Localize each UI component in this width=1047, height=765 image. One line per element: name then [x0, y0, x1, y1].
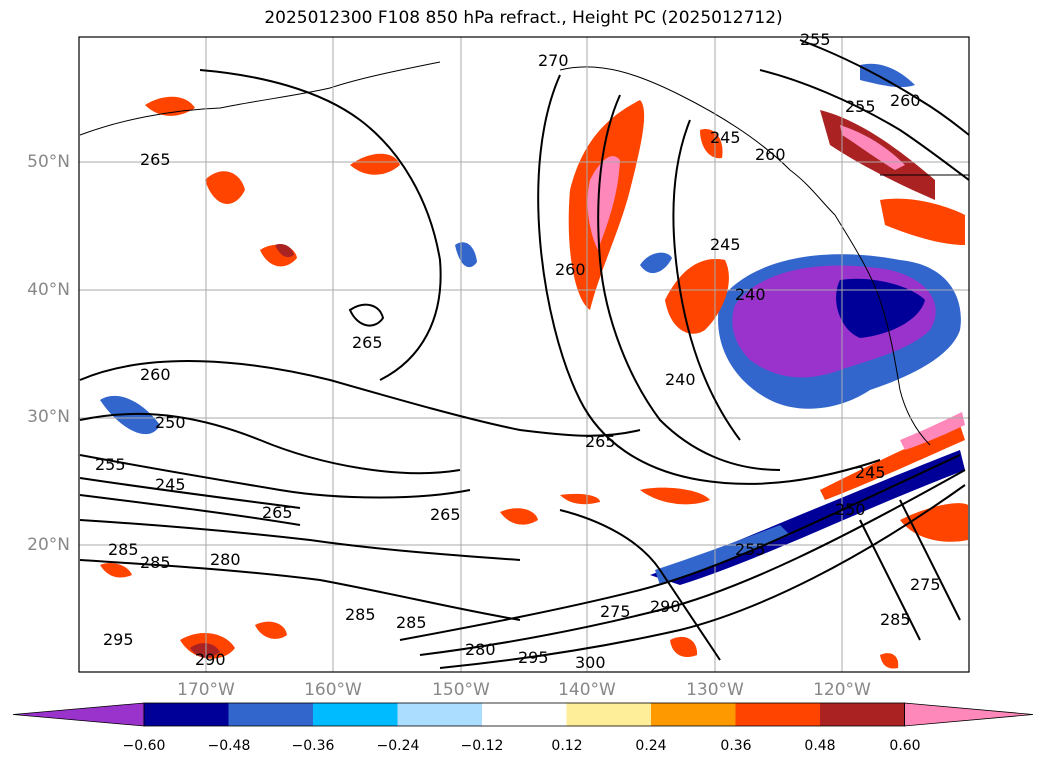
- contour-label: 255: [735, 540, 766, 559]
- contour-label: 265: [140, 150, 171, 169]
- contour-label: 250: [835, 500, 866, 519]
- colorbar-extend-min: [12, 702, 145, 727]
- colorbar-tick: 0.60: [889, 738, 921, 754]
- contour-label: 275: [910, 575, 941, 594]
- colorbar-border: [143, 702, 905, 727]
- colorbar-segment: [228, 703, 313, 726]
- colorbar: [12, 702, 1034, 727]
- colorbar-tick: 0.12: [551, 738, 583, 754]
- lon-label-160w: 160°W: [304, 680, 362, 700]
- lat-label-30n: 30°N: [27, 407, 70, 427]
- height-contours: [79, 39, 970, 669]
- colorbar-segment: [566, 703, 651, 726]
- graticule: [79, 37, 969, 672]
- contour-label: 250: [155, 413, 186, 432]
- contour-label: 285: [345, 605, 376, 624]
- contour-labels: 270 255 260 255 265 245 240 245 240 265 …: [95, 30, 941, 672]
- contour-label: 240: [735, 285, 766, 304]
- contour-label: 260: [890, 91, 921, 110]
- colorbar-tick: 0.24: [635, 738, 667, 754]
- contour-label: 245: [710, 128, 741, 147]
- coastline: [79, 61, 969, 446]
- contour-label: 260: [755, 145, 786, 164]
- lon-label-150w: 150°W: [432, 680, 490, 700]
- colorbar-tick: 0.36: [720, 738, 752, 754]
- contour-label: 270: [538, 51, 569, 70]
- contour-label: 290: [650, 597, 681, 616]
- contour-label: 260: [140, 365, 171, 384]
- contour-label: 275: [600, 602, 631, 621]
- contour-label: 245: [710, 235, 741, 254]
- map-title: 2025012300 F108 850 hPa refract., Height…: [264, 8, 783, 28]
- contour-label: 290: [195, 650, 226, 669]
- colorbar-tick: −0.12: [460, 738, 504, 754]
- contour-label: 265: [352, 333, 383, 352]
- contour-label: 285: [396, 613, 427, 632]
- lon-label-120w: 120°W: [813, 680, 871, 700]
- contour-label: 295: [518, 648, 549, 667]
- contour-label: 255: [95, 455, 126, 474]
- contour-label: 285: [140, 553, 171, 572]
- contour-label: 300: [575, 653, 606, 672]
- anomaly-shading: [100, 63, 968, 669]
- contour-label: 285: [880, 610, 911, 629]
- colorbar-tick: 0.48: [804, 738, 836, 754]
- colorbar-segment: [313, 703, 398, 726]
- colorbar-segment: [144, 703, 229, 726]
- colorbar-tick: −0.60: [122, 738, 166, 754]
- contour-label: 245: [155, 475, 186, 494]
- colorbar-tick: −0.24: [376, 738, 420, 754]
- contour-label: 280: [210, 550, 241, 569]
- contour-label: 265: [585, 432, 616, 451]
- colorbar-segment: [397, 703, 482, 726]
- lon-label-140w: 140°W: [558, 680, 616, 700]
- lat-label-20n: 20°N: [27, 535, 70, 555]
- colorbar-tick: −0.48: [207, 738, 251, 754]
- lat-label-50n: 50°N: [27, 152, 70, 172]
- lon-label-170w: 170°W: [177, 680, 235, 700]
- contour-label: 245: [855, 463, 886, 482]
- colorbar-segment: [482, 703, 567, 726]
- lat-label-40n: 40°N: [27, 280, 70, 300]
- contour-label: 265: [430, 505, 461, 524]
- contour-label: 255: [800, 30, 831, 49]
- colorbar-segment: [735, 703, 820, 726]
- contour-label: 240: [665, 370, 696, 389]
- colorbar-tick: −0.36: [291, 738, 335, 754]
- contour-label: 255: [845, 97, 876, 116]
- contour-label: 265: [262, 503, 293, 522]
- contour-label: 280: [465, 640, 496, 659]
- colorbar-extend-max: [904, 702, 1034, 727]
- lon-label-130w: 130°W: [686, 680, 744, 700]
- contour-label: 260: [555, 260, 586, 279]
- colorbar-segment: [820, 703, 905, 726]
- colorbar-segment: [651, 703, 736, 726]
- contour-label: 295: [103, 630, 134, 649]
- contour-label: 285: [108, 540, 139, 559]
